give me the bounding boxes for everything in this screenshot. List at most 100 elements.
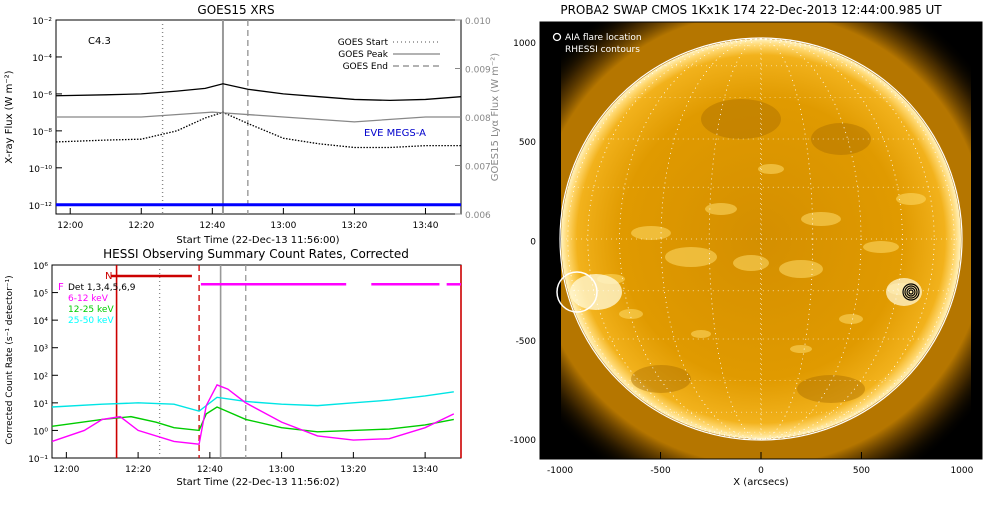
hessi-y-tick-label: 10⁰: [33, 427, 48, 437]
active-region: [631, 226, 671, 240]
solar-limb: [559, 37, 963, 441]
coronal-hole: [811, 123, 871, 155]
goes-y-tick-label: 10⁻⁶: [32, 91, 52, 101]
active-region: [863, 241, 899, 253]
goes-y2-tick-label: 0.008: [465, 114, 491, 124]
goes-flare-class: C4.3: [88, 36, 111, 47]
active-region: [779, 260, 823, 278]
hessi-legend-label: 12-25 keV: [68, 305, 114, 315]
hessi-y-tick-label: 10⁵: [33, 290, 48, 300]
goes-y-tick-label: 10⁻²: [32, 17, 52, 27]
eve-megs-label: EVE MEGS-A: [364, 128, 426, 139]
goes-y2-tick-label: 0.007: [465, 163, 491, 173]
hessi-plot-frame: [51, 264, 462, 459]
goes-x-tick-label: 12:40: [199, 221, 225, 231]
hessi-y-tick-label: 10⁻¹: [28, 455, 48, 465]
coronal-hole: [797, 375, 865, 403]
swap-y-tick-label: 1000: [513, 39, 536, 49]
goes-y2-ticks: 0.010 0.009 0.008 0.007 0.006: [455, 17, 491, 221]
goes-y2-tick-label: 0.006: [465, 211, 491, 221]
hessi-x-tick-label: 13:00: [269, 465, 295, 475]
goes-x-tick-label: 12:20: [128, 221, 154, 231]
hessi-title: HESSI Observing Summary Count Rates, Cor…: [103, 247, 409, 261]
goes-y-tick-label: 10⁻⁸: [32, 128, 52, 138]
swap-x-tick-label: -1000: [547, 466, 573, 476]
heliographic-grid: [561, 38, 961, 440]
east-limb-bright-region: [570, 274, 622, 310]
hessi-y-tick-label: 10¹: [33, 400, 48, 410]
goes-y-tick-label: 10⁻¹²: [29, 202, 53, 212]
swap-y-ticks: 1000 500 0 -500 -1000: [510, 39, 547, 446]
hessi-y-tick-label: 10³: [33, 345, 48, 355]
hessi-flag-n: N: [105, 271, 112, 282]
swap-x-tick-label: 1000: [950, 466, 973, 476]
hessi-y-ticks: 10⁶ 10⁵ 10⁴ 10³ 10² 10¹ 10⁰ 10⁻¹: [28, 262, 58, 465]
swap-x-tick-label: 500: [853, 466, 870, 476]
active-region: [665, 247, 717, 267]
active-region: [691, 330, 711, 338]
hessi-series-line: [51, 406, 454, 433]
aia-flare-circle: [556, 271, 598, 313]
swap-x-tick-label: -500: [650, 466, 671, 476]
active-region: [705, 203, 737, 215]
active-region: [733, 255, 769, 271]
longitude-line: [660, 38, 862, 440]
west-limb-bright-region: [886, 278, 922, 306]
swap-title: PROBA2 SWAP CMOS 1Kx1K 174 22-Dec-2013 1…: [560, 3, 942, 17]
swap-panel: PROBA2 SWAP CMOS 1Kx1K 174 22-Dec-2013 1…: [510, 3, 983, 488]
goes-x-label: Start Time (22-Dec-13 11:56:00): [176, 235, 339, 246]
hessi-x-tick-label: 12:40: [197, 465, 223, 475]
goes-lines: [55, 20, 462, 214]
solar-active-regions: [570, 99, 926, 403]
swap-legend: AIA flare location RHESSI contours: [552, 32, 642, 55]
swap-legend-label: RHESSI contours: [565, 45, 640, 55]
active-region: [790, 345, 812, 353]
coronal-hole: [631, 365, 691, 393]
goes-series-line: [55, 83, 462, 102]
active-region: [801, 212, 841, 226]
goes-legend: GOES Start GOES Peak GOES End: [338, 38, 440, 72]
active-region: [839, 314, 863, 324]
swap-y-tick-label: -1000: [510, 436, 536, 446]
swap-x-tick-label: 0: [758, 466, 764, 476]
hessi-x-ticks: 12:00 12:20 12:40 13:00 13:20 13:40: [53, 452, 438, 475]
hessi-legend-label: Det 1,3,4,5,6,9: [68, 283, 136, 293]
goes-x-tick-label: 13:40: [413, 221, 439, 231]
goes-series-line: [55, 111, 461, 149]
coronal-hole: [701, 99, 781, 139]
goes-series-line: [56, 111, 461, 123]
swap-x-ticks: -1000 -500 0 500 1000: [547, 452, 974, 476]
goes-x-tick-label: 13:00: [270, 221, 296, 231]
hessi-x-tick-label: 12:00: [53, 465, 79, 475]
hessi-y-tick-label: 10⁴: [33, 317, 48, 327]
swap-legend-swatch: [552, 44, 562, 54]
goes-y-tick-label: 10⁻⁴: [32, 54, 52, 64]
hessi-legend-label: 6-12 keV: [68, 294, 109, 304]
hessi-y-label: Corrected Count Rate (s⁻¹ detector⁻¹): [5, 275, 15, 444]
hessi-x-tick-label: 13:40: [412, 465, 438, 475]
goes-y-ticks: 10⁻² 10⁻⁴ 10⁻⁶ 10⁻⁸ 10⁻¹⁰ 10⁻¹²: [29, 17, 62, 212]
goes-x-tick-label: 13:20: [341, 221, 367, 231]
goes-y2-tick-label: 0.010: [465, 17, 491, 27]
hessi-flag-f: F: [58, 282, 64, 293]
longitude-line: [567, 38, 955, 440]
swap-x-label: X (arcsecs): [733, 477, 789, 488]
longitude-line: [587, 38, 935, 440]
goes-x-ticks: 12:00 12:20 12:40 13:00 13:20 13:40: [57, 208, 439, 231]
goes-legend-label: GOES End: [343, 62, 388, 72]
goes-panel: GOES15 XRS 10⁻² 10⁻⁴ 10⁻⁶ 10⁻⁸ 10⁻¹⁰ 10⁻¹² 0.…: [4, 3, 501, 246]
hessi-panel: HESSI Observing Summary Count Rates, Cor…: [5, 247, 462, 488]
goes-x-tick-label: 12:00: [57, 221, 83, 231]
goes-y2-tick-label: 0.009: [465, 66, 491, 76]
swap-y-tick-label: 0: [530, 238, 536, 248]
hessi-legend-label: 25-50 keV: [68, 316, 114, 326]
swap-legend-label: AIA flare location: [565, 33, 642, 43]
rhessi-contours: [902, 283, 920, 301]
goes-y2-label: GOES15 Lyα Flux (W m⁻²): [490, 53, 501, 181]
swap-y-tick-label: 500: [519, 138, 536, 148]
active-region: [758, 164, 784, 174]
swap-y-tick-label: -500: [516, 337, 537, 347]
